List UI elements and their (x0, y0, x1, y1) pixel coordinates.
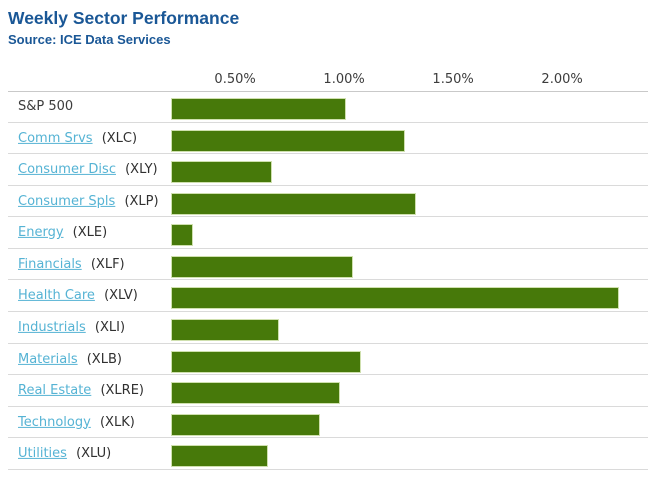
chart-row: Financials (XLF) (0, 249, 658, 280)
chart-row: Comm Srvs (XLC) (0, 123, 658, 154)
row-label: Consumer Spls (XLP) (18, 193, 159, 208)
chart-row: Health Care (XLV) (0, 280, 658, 312)
chart-row: Energy (XLE) (0, 217, 658, 249)
x-axis-tick-label: 1.00% (323, 72, 365, 87)
performance-bar (171, 287, 619, 309)
performance-bar (171, 130, 405, 152)
row-separator (8, 469, 648, 470)
ticker-label: (XLB) (86, 351, 122, 367)
performance-bar (171, 319, 279, 341)
chart-row: Technology (XLK) (0, 407, 658, 438)
row-label: Materials (XLB) (18, 351, 122, 366)
row-label: Technology (XLK) (18, 414, 135, 429)
row-separator (8, 279, 648, 280)
row-label: Consumer Disc (XLY) (18, 162, 158, 177)
sector-link[interactable]: Energy (18, 224, 64, 240)
row-label: Health Care (XLV) (18, 288, 138, 303)
performance-bar (171, 351, 361, 373)
row-label: Energy (XLE) (18, 225, 107, 240)
performance-bar (171, 445, 268, 467)
row-separator (8, 406, 648, 407)
sector-link[interactable]: Technology (18, 414, 91, 430)
ticker-label: (XLP) (124, 193, 159, 209)
row-separator (8, 248, 648, 249)
chart-title: Weekly Sector Performance (8, 8, 240, 28)
sector-link[interactable]: Materials (18, 351, 78, 367)
chart-row: Real Estate (XLRE) (0, 375, 658, 407)
row-separator (8, 122, 648, 123)
row-separator (8, 374, 648, 375)
chart-row: Industrials (XLI) (0, 312, 658, 344)
row-separator (8, 311, 648, 312)
sector-link[interactable]: Real Estate (18, 382, 92, 398)
row-separator (8, 343, 648, 344)
sector-link[interactable]: Consumer Disc (18, 161, 116, 177)
chart-row: Utilities (XLU) (0, 438, 658, 470)
ticker-label: (XLE) (72, 224, 108, 240)
x-axis-line (8, 91, 648, 92)
sector-link[interactable]: Financials (18, 256, 82, 272)
row-separator (8, 437, 648, 438)
row-label: S&P 500 (18, 99, 73, 114)
x-axis-tick-label: 0.50% (214, 72, 256, 87)
row-separator (8, 216, 648, 217)
ticker-label: (XLRE) (100, 382, 144, 398)
performance-bar (171, 161, 272, 183)
row-label: Utilities (XLU) (18, 446, 111, 461)
ticker-label: (XLI) (94, 319, 126, 335)
sector-link[interactable]: Health Care (18, 287, 95, 303)
sector-link[interactable]: Comm Srvs (18, 130, 93, 146)
row-separator (8, 185, 648, 186)
ticker-label: (XLU) (76, 445, 112, 461)
x-axis-tick-label: 2.00% (541, 72, 583, 87)
ticker-label: (XLF) (90, 256, 125, 272)
row-label: Industrials (XLI) (18, 320, 125, 335)
row-label: Real Estate (XLRE) (18, 383, 144, 398)
performance-bar (171, 382, 340, 404)
performance-bar (171, 193, 416, 215)
performance-bar (171, 224, 193, 246)
row-label: Comm Srvs (XLC) (18, 130, 137, 145)
row-separator (8, 153, 648, 154)
performance-bar (171, 256, 353, 278)
chart-row: S&P 500 (0, 91, 658, 123)
ticker-label: (XLK) (99, 414, 135, 430)
ticker-label: (XLC) (101, 130, 138, 146)
sector-link[interactable]: Consumer Spls (18, 193, 116, 209)
sector-link[interactable]: Industrials (18, 319, 86, 335)
chart-row: Consumer Spls (XLP) (0, 186, 658, 217)
chart-source: Source: ICE Data Services (8, 32, 171, 47)
ticker-label: (XLV) (104, 287, 138, 303)
x-axis-tick-label: 1.50% (432, 72, 474, 87)
row-label: Financials (XLF) (18, 256, 125, 271)
sector-link[interactable]: Utilities (18, 445, 67, 461)
sector-label: S&P 500 (18, 98, 74, 114)
chart-row: Materials (XLB) (0, 344, 658, 375)
ticker-label: (XLY) (125, 161, 158, 177)
chart-row: Consumer Disc (XLY) (0, 154, 658, 186)
performance-bar (171, 98, 346, 120)
performance-bar (171, 414, 320, 436)
